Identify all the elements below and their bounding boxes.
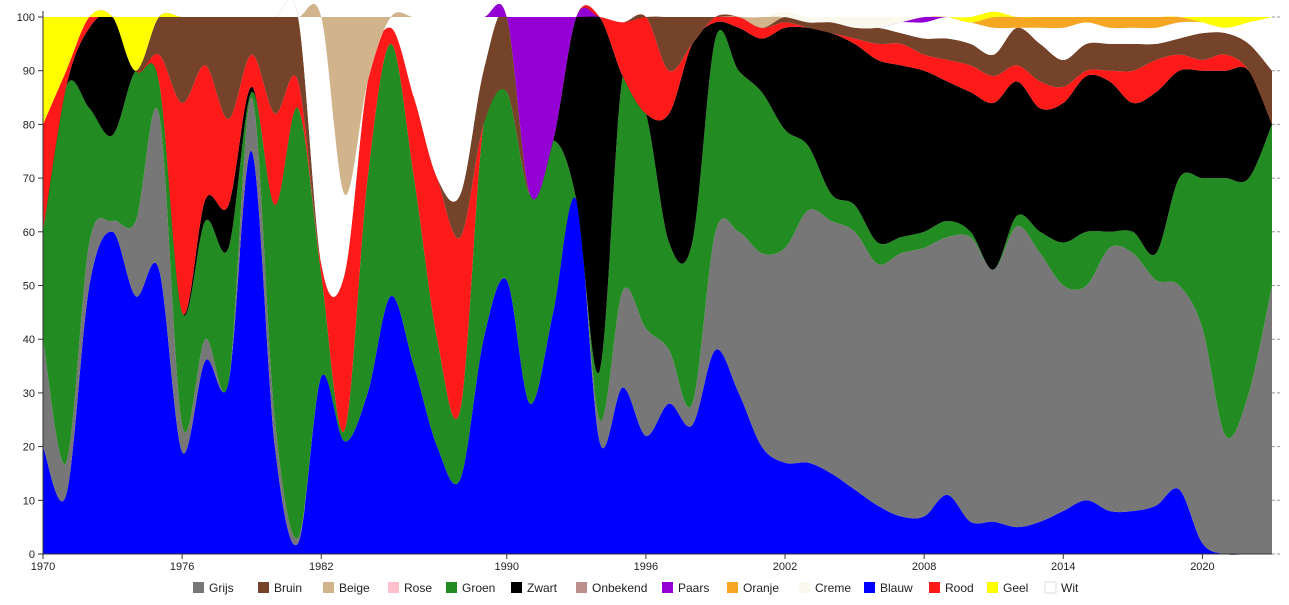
x-tick-label: 2014 <box>1051 561 1075 573</box>
legend-label: Rose <box>404 581 432 595</box>
y-tick-label: 100 <box>17 12 35 24</box>
legend-label: Creme <box>815 581 851 595</box>
y-tick-label: 50 <box>23 281 35 293</box>
area <box>43 0 1272 297</box>
area <box>43 29 1272 539</box>
area <box>43 150 1272 555</box>
legend-swatch <box>258 582 269 593</box>
area <box>43 3 1272 200</box>
x-tick-label: 1996 <box>634 561 658 573</box>
legend-label: Beige <box>339 581 370 595</box>
legend-label: Oranje <box>743 581 779 595</box>
legend-swatch <box>727 582 738 593</box>
legend-swatch <box>388 582 399 593</box>
x-tick-label: 2002 <box>773 561 797 573</box>
x-tick-label: 1970 <box>31 561 55 573</box>
y-tick-label: 40 <box>23 334 35 346</box>
area <box>43 10 1272 125</box>
legend: Grijs Bruin Beige Rose Groen Zwart Onbekend Paa… <box>193 581 1079 595</box>
legend-swatch <box>576 582 587 593</box>
x-tick-label: 2008 <box>912 561 936 573</box>
legend-label: Wit <box>1061 581 1079 595</box>
y-tick-label: 60 <box>23 227 35 239</box>
legend-swatch <box>1044 581 1057 594</box>
y-tick-label: 70 <box>23 173 35 185</box>
axes: 0 10 20 30 40 50 60 70 80 90 100 1970 1976 1982 1990 19… <box>17 11 1280 573</box>
legend-label: Bruin <box>274 581 302 595</box>
legend-swatch <box>929 582 940 593</box>
legend-swatch <box>864 582 875 593</box>
legend-label: Grijs <box>209 581 234 595</box>
area <box>43 97 1272 555</box>
legend-label: Onbekend <box>592 581 647 595</box>
area <box>43 5 1272 432</box>
area <box>43 0 1272 297</box>
legend-swatch <box>323 582 334 593</box>
x-tick-label: 1976 <box>170 561 194 573</box>
y-tick-label: 10 <box>23 495 35 507</box>
legend-label: Rood <box>945 581 974 595</box>
legend-label: Groen <box>462 581 495 595</box>
y-tick-label: 80 <box>23 119 35 131</box>
y-tick-label: 90 <box>23 66 35 78</box>
x-tick-label: 1982 <box>309 561 333 573</box>
area <box>43 5 1272 432</box>
legend-swatch <box>446 582 457 593</box>
legend-swatch <box>799 582 810 593</box>
x-tick-label: 1990 <box>495 561 519 573</box>
y-tick-label: 0 <box>29 549 35 561</box>
legend-swatch <box>662 582 673 593</box>
y-tick-label: 30 <box>23 388 35 400</box>
legend-swatch <box>987 582 998 593</box>
y-tick-label: 20 <box>23 442 35 454</box>
legend-label: Geel <box>1003 581 1028 595</box>
legend-label: Blauw <box>880 581 913 595</box>
legend-swatch <box>193 582 204 593</box>
legend-label: Paars <box>678 581 709 595</box>
plot-area <box>43 0 1272 555</box>
legend-label: Zwart <box>527 581 558 595</box>
legend-swatch <box>511 582 522 593</box>
x-tick-label: 2020 <box>1190 561 1214 573</box>
